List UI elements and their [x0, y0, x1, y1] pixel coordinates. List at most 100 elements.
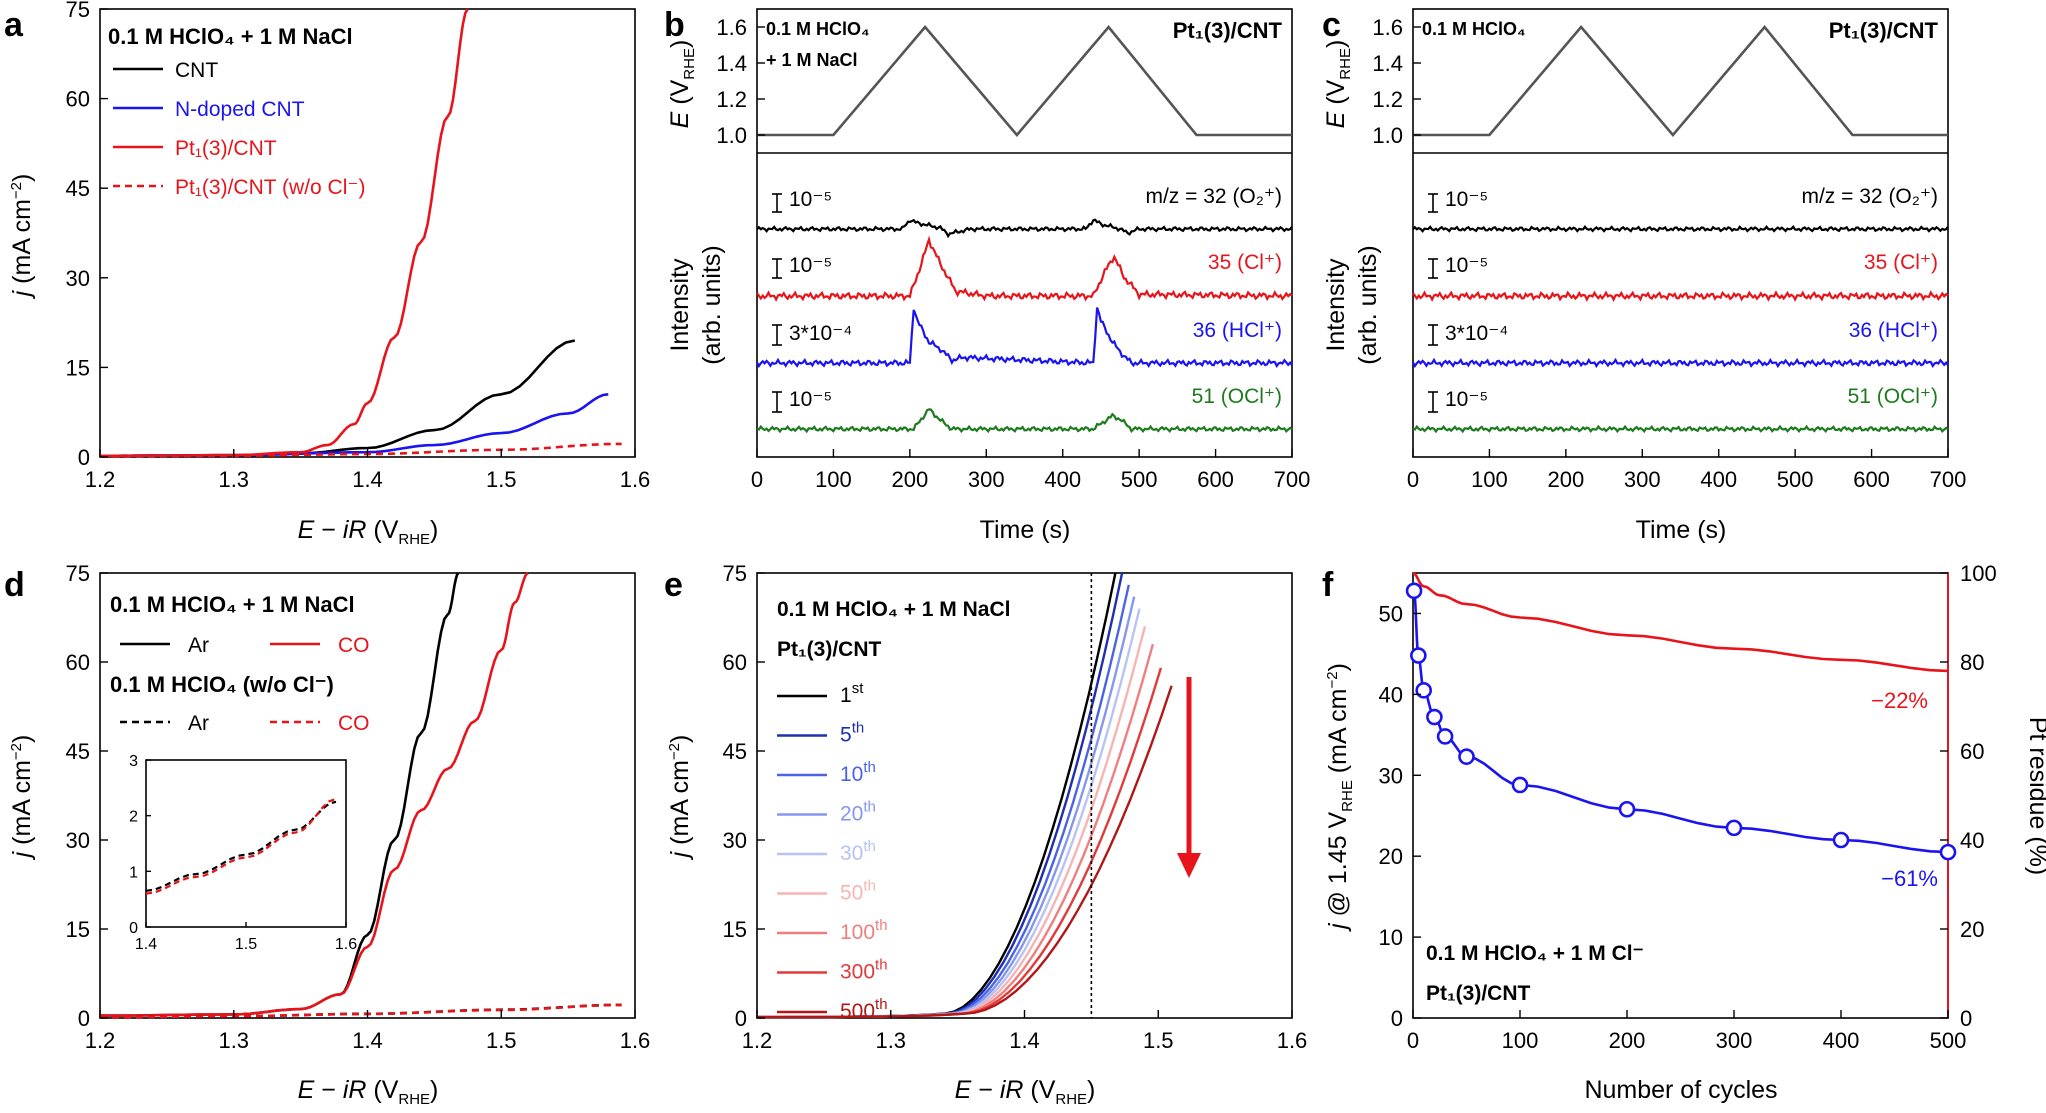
panel-a-label: a	[4, 6, 24, 44]
panel-c-ylabel-bottom: Intensity (arb. units)	[1322, 245, 1382, 364]
panel-c: c 0.1 M HClO₄ Pt₁(3)/CNT 10⁻⁵ m/z = 32 (O…	[1322, 6, 1966, 544]
pc-ms-trace	[1412, 290, 1949, 302]
panel-f-right-ytick-label: 100	[1960, 561, 1997, 586]
panel-f-current-point	[1511, 776, 1529, 794]
panel-f-right-ytick-label: 60	[1960, 739, 1984, 764]
panel-f-label: f	[1322, 566, 1334, 604]
panel-e-legend-suffix: th	[863, 799, 876, 816]
pc-xtick-label: 500	[1777, 467, 1814, 492]
panel-e-legend-suffix: th	[863, 878, 876, 895]
panel-b-ticks: 0 100 200 300 400 500 600 700 1.0 1.2 1.4 1.6	[716, 15, 1310, 492]
panel-a-legend: CNT N-doped CNT Pt₁(3)/CNT Pt₁(3)/CNT (w/o …	[113, 59, 365, 199]
panel-e-series-line	[757, 626, 1147, 1019]
panel-d-legend-label: CO	[338, 712, 370, 735]
panel-d-inset-xtick-label: 1.4	[135, 936, 157, 953]
panel-e-ylabel: j (mA cm−2)	[666, 735, 694, 861]
panel-d-xtick-label: 1.4	[352, 1028, 383, 1053]
pb-ytick-label: 1.6	[716, 15, 747, 40]
panel-e-legend-suffix: st	[852, 680, 865, 697]
panel-d-xtick-label: 1.6	[620, 1028, 651, 1053]
panel-d-label: d	[4, 566, 25, 604]
panel-e-series-line	[757, 667, 1163, 1019]
panel-a-xtick-label: 1.4	[352, 467, 383, 492]
panel-d-ytick-label: 45	[66, 739, 90, 764]
panel-e-legend-label: 1st	[840, 680, 864, 707]
pb-ytick-label: 1.2	[716, 87, 747, 112]
panel-c-ms-labels: 10⁻⁵ m/z = 32 (O₂⁺) 10⁻⁵ 35 (Cl⁺) 3*10⁻⁴ 36 (…	[1428, 185, 1938, 413]
panel-d-inset-ytick-label: 0	[129, 920, 138, 937]
pb-xtick-label: 200	[891, 467, 928, 492]
panel-b-xlabel: Time (s)	[980, 516, 1071, 544]
pb-xtick-label: 700	[1274, 467, 1311, 492]
panel-e-xtick-label: 1.2	[742, 1028, 773, 1053]
panel-d-xtick-label: 1.2	[85, 1028, 116, 1053]
panel-f-xtick-label: 100	[1502, 1028, 1539, 1053]
panel-f-xtick-label: 400	[1823, 1028, 1860, 1053]
pc-ms-trace	[1412, 424, 1949, 434]
panel-a: a 0.1 M HClO₄ + 1 M NaCl CNT N-doped CNT P…	[4, 0, 650, 548]
panel-d-xtick-label: 1.3	[218, 1028, 249, 1053]
pc-xtick-label: 400	[1700, 467, 1737, 492]
panel-d-series-line	[100, 571, 529, 1017]
pb-ms-trace	[756, 235, 1293, 302]
panel-f-current-point	[1410, 647, 1427, 664]
panel-e-condition: 0.1 M HClO₄ + 1 M NaCl	[777, 598, 1010, 621]
pb-xtick-label: 500	[1121, 467, 1158, 492]
pc-xtick-label: 600	[1853, 467, 1890, 492]
panel-e-legend-suffix: th	[875, 957, 888, 974]
pb-xtick-label: 0	[751, 467, 763, 492]
panel-f-right-ytick-label: 80	[1960, 650, 1984, 675]
panel-e-legend-label: 10th	[840, 759, 876, 786]
panel-f-right-ytick-label: 0	[1960, 1006, 1972, 1031]
pc-scale-label: 3*10⁻⁴	[1445, 322, 1508, 345]
panel-f-xlabel: Number of cycles	[1584, 1076, 1777, 1104]
pc-xtick-label: 700	[1930, 467, 1967, 492]
panel-f-ytick-label: 20	[1379, 844, 1403, 869]
panel-e-legend-label: 30th	[840, 838, 876, 865]
panel-b-ms-labels: 10⁻⁵ m/z = 32 (O₂⁺) 10⁻⁵ 35 (Cl⁺) 3*10⁻⁴ 36 (…	[772, 185, 1282, 413]
panel-b-condition-line1: 0.1 M HClO₄	[766, 19, 870, 39]
panel-b-plot	[756, 24, 1293, 434]
panel-e-legend-label: 500th	[840, 996, 888, 1023]
pb-potential-line	[757, 24, 1292, 138]
pb-ms-trace	[756, 218, 1293, 239]
pb-scale-label: 10⁻⁵	[789, 188, 832, 211]
panel-f-current-line	[1412, 590, 1949, 854]
pb-ms-trace	[756, 307, 1293, 369]
pc-channel-label: 36 (HCl⁺)	[1849, 319, 1938, 342]
pb-channel-label: m/z = 32 (O₂⁺)	[1145, 185, 1282, 208]
panel-e-legend-label: 300th	[840, 957, 888, 984]
panel-f-xtick-label: 500	[1930, 1028, 1967, 1053]
pc-ytick-label: 1.2	[1372, 87, 1403, 112]
panel-f-current-point	[1426, 708, 1443, 726]
panel-f-xtick-label: 0	[1407, 1028, 1419, 1053]
pb-xtick-label: 300	[968, 467, 1005, 492]
panel-d-legend: Ar CO Ar CO	[120, 634, 370, 735]
panel-a-ylabel: j (mA cm−2)	[8, 174, 36, 300]
panel-f-pt-residue-line	[1412, 571, 1949, 673]
panel-e-ytick-label: 30	[723, 828, 747, 853]
panel-e-xtick-label: 1.4	[1009, 1028, 1040, 1053]
panel-f-pct-pt: −22%	[1871, 688, 1928, 713]
panel-e: e 0.1 M HClO₄ + 1 M NaCl Pt₁(3)/CNT 1st 5…	[664, 561, 1307, 1108]
panel-d-ytick-label: 0	[78, 1006, 90, 1031]
panel-c-xlabel: Time (s)	[1636, 516, 1727, 544]
panel-e-legend-label: 20th	[840, 799, 876, 826]
panel-f-ylabel: j @ 1.45 VRHE (mA cm−2)	[1324, 663, 1356, 932]
panel-f-xtick-label: 200	[1609, 1028, 1646, 1053]
panel-f-current-point	[1405, 582, 1423, 600]
panel-c-plot	[1412, 24, 1949, 434]
panel-a-ytick-label: 30	[66, 266, 90, 291]
panel-a-legend-label: CNT	[175, 59, 218, 82]
panel-d-ytick-label: 30	[66, 828, 90, 853]
pc-xtick-label: 200	[1547, 467, 1584, 492]
pc-ytick-label: 1.0	[1372, 123, 1403, 148]
panel-e-label: e	[664, 566, 683, 604]
panel-d-legend-label: Ar	[188, 712, 209, 735]
pc-ytick-label: 1.6	[1372, 15, 1403, 40]
panel-d-condition2: 0.1 M HClO₄ (w/o Cl⁻)	[110, 672, 334, 697]
panel-f-current-point	[1436, 728, 1454, 745]
panel-a-legend-label: Pt₁(3)/CNT (w/o Cl⁻)	[175, 176, 365, 199]
